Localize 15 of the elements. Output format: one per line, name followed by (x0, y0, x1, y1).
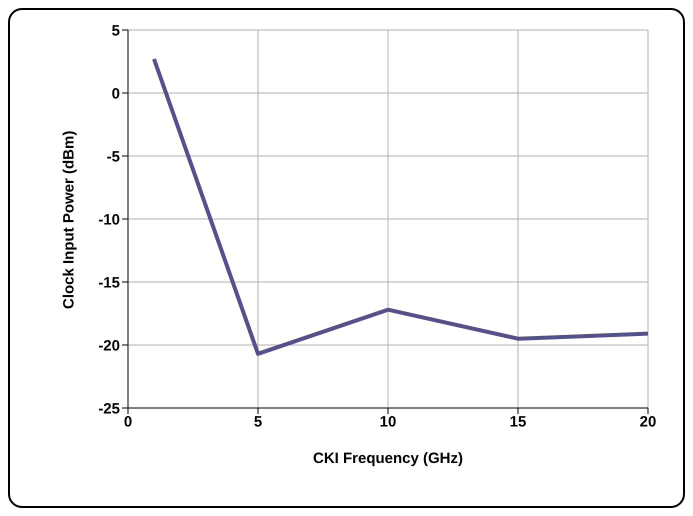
y-tick-label: 0 (112, 85, 120, 102)
y-tick-label: -25 (98, 400, 120, 418)
x-axis-title: CKI Frequency (GHz) (312, 450, 464, 467)
y-axis-title: Clock Input Power (dBm) (60, 130, 78, 309)
x-tick-label: 0 (124, 414, 132, 431)
y-tick-label: 5 (112, 22, 120, 40)
x-tick-label: 15 (510, 414, 526, 431)
x-tick-label: 5 (254, 414, 262, 431)
y-tick-label: -15 (98, 274, 120, 292)
y-tick-label: -10 (98, 211, 120, 228)
line-series (152, 56, 648, 356)
y-tick-label: -20 (98, 337, 120, 354)
x-tick-label: 10 (380, 414, 396, 431)
x-tick-label: 20 (640, 414, 656, 431)
y-tick-label: -5 (106, 148, 120, 166)
